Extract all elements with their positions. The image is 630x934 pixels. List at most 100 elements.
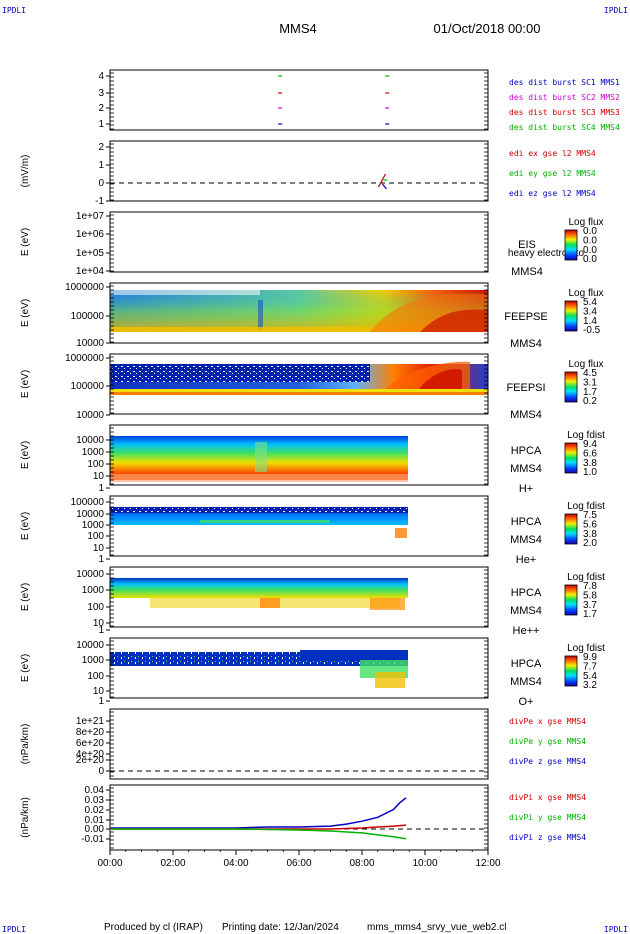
colorbar-title: Log fdist xyxy=(567,572,605,583)
colorbar-tick-label: 0.0 xyxy=(583,254,597,265)
y-tick-label: 10 xyxy=(93,543,105,554)
y-tick-label: 1 xyxy=(98,554,104,565)
y-tick-label: 3 xyxy=(98,88,104,99)
spacecraft-title: MMS4 xyxy=(279,21,317,36)
colorbar-tick-label: 7.7 xyxy=(583,661,597,672)
y-tick-label: 0.02 xyxy=(85,805,105,816)
instrument-label: HPCA xyxy=(511,587,542,599)
corner-label-top-left: IPDLI xyxy=(2,6,26,15)
colorbar xyxy=(564,513,578,545)
legend-entry: edi ex gse l2 MMS4 xyxy=(509,149,596,158)
x-tick-label: 04:00 xyxy=(223,858,248,869)
y-tick-label: 100000 xyxy=(71,311,105,322)
instrument-label: FEEPSI xyxy=(506,382,545,394)
y-tick-label: 0.03 xyxy=(85,795,105,806)
panel-divpi: 0.040.030.020.010.00-0.01 (nPa/km) divPi x… xyxy=(20,784,586,851)
y-axis-label: (nPa/km) xyxy=(20,724,31,765)
panel-frame xyxy=(109,784,489,851)
hpca-h-spectrogram xyxy=(110,436,408,483)
legend-entry: divPi y gse MMS4 xyxy=(509,813,586,822)
y-tick-label: 1e+06 xyxy=(76,229,105,240)
y-tick-label: -0.01 xyxy=(81,834,104,845)
y-tick-label: 1000000 xyxy=(65,353,104,364)
colorbar-tick-label: 9.9 xyxy=(583,652,597,663)
hpca-hepp-spectrogram xyxy=(110,578,408,610)
panel-frame xyxy=(109,566,489,628)
panel-frame xyxy=(109,495,489,557)
y-tick-label: 1000000 xyxy=(65,282,104,293)
y-axis-label: E (eV) xyxy=(20,583,31,611)
x-tick-label: 02:00 xyxy=(160,858,185,869)
y-tick-label: 2e+20 xyxy=(76,755,105,766)
y-tick-label: 10 xyxy=(93,686,105,697)
instrument-label: HPCA xyxy=(511,516,542,528)
panel-frame xyxy=(109,637,489,699)
species-label: He+ xyxy=(516,554,537,566)
colorbar-tick-label: 6.6 xyxy=(583,448,597,459)
panel-edi: 2 1 0 -1 (mV/m) edi ex gse l2 MMS4 edi ey gse … xyxy=(20,140,596,207)
spacecraft-label: MMS4 xyxy=(511,266,543,278)
y-tick-label: 1 xyxy=(98,696,104,707)
instrument-label: FEEPSE xyxy=(504,311,547,323)
colorbar-title: Log flux xyxy=(568,359,603,370)
colorbar-tick-label: 1.7 xyxy=(583,387,597,398)
feepse-spectrogram xyxy=(110,290,488,332)
species-label: O+ xyxy=(519,696,534,708)
legend-entry: divPe y gse MMS4 xyxy=(509,737,586,746)
y-tick-label: 1 xyxy=(98,119,104,130)
y-tick-label: 100 xyxy=(87,602,104,613)
colorbar-tick-label: 1.0 xyxy=(583,467,597,478)
y-tick-label: 100 xyxy=(87,531,104,542)
colorbar-title: Log fdist xyxy=(567,643,605,654)
y-tick-label: 100 xyxy=(87,671,104,682)
colorbar-tick-label: 1.4 xyxy=(583,316,597,327)
footer-filename: mms_mms4_srvy_vue_web2.cl xyxy=(367,922,507,933)
colorbar-tick-label: 9.4 xyxy=(583,439,597,450)
y-tick-label: 4 xyxy=(98,71,104,82)
y-tick-label: 10000 xyxy=(76,410,104,421)
instrument-label: HPCA xyxy=(511,445,542,457)
y-tick-label: 1 xyxy=(98,483,104,494)
colorbar-tick-label: 7.8 xyxy=(583,581,597,592)
colorbar-tick-label: 3.7 xyxy=(583,600,597,611)
colorbar-tick-label: 0.0 xyxy=(583,226,597,237)
colorbar-tick-label: 7.5 xyxy=(583,510,597,521)
y-tick-label: -1 xyxy=(95,196,104,207)
spacecraft-label: MMS4 xyxy=(510,338,542,350)
x-tick-label: 00:00 xyxy=(97,858,122,869)
x-tick-label: 12:00 xyxy=(475,858,500,869)
colorbar-tick-label: 3.8 xyxy=(583,458,597,469)
colorbar xyxy=(564,584,578,616)
panel-frame xyxy=(109,708,489,780)
y-tick-label: 100 xyxy=(87,459,104,470)
legend-entry: edi ez gse l2 MMS4 xyxy=(509,189,596,198)
colorbar xyxy=(564,371,578,403)
footer-printing-date: Printing date: 12/Jan/2024 xyxy=(222,922,339,933)
colorbar-tick-label: 1.7 xyxy=(583,609,597,620)
y-tick-label: 6e+20 xyxy=(76,738,105,749)
divpi-series-line xyxy=(110,797,407,829)
colorbar-tick-label: 5.8 xyxy=(583,590,597,601)
panel-frame xyxy=(109,140,489,202)
y-tick-label: 8e+20 xyxy=(76,727,105,738)
colorbar-title: Log fdist xyxy=(567,430,605,441)
y-tick-label: 10 xyxy=(93,618,105,629)
footer-produced-by: Produced by cl (IRAP) xyxy=(104,922,203,933)
y-axis-label: E (eV) xyxy=(20,370,31,398)
colorbar xyxy=(564,442,578,474)
colorbar xyxy=(564,655,578,687)
spacecraft-label: MMS4 xyxy=(510,605,542,617)
legend-entry: des dist burst SC4 MMS4 xyxy=(509,123,620,132)
divpi-series-line xyxy=(110,828,407,840)
hpca-o-spectrogram xyxy=(110,650,408,688)
legend-entry: des dist burst SC2 MMS2 xyxy=(509,93,620,102)
legend-entry: des dist burst SC3 MMS3 xyxy=(509,108,620,117)
y-tick-label: 10000 xyxy=(76,640,104,651)
y-tick-label: 1e+07 xyxy=(76,211,105,222)
feepsi-spectrogram xyxy=(110,361,488,395)
y-tick-label: 1000 xyxy=(82,520,105,531)
y-tick-label: 1 xyxy=(98,160,104,171)
